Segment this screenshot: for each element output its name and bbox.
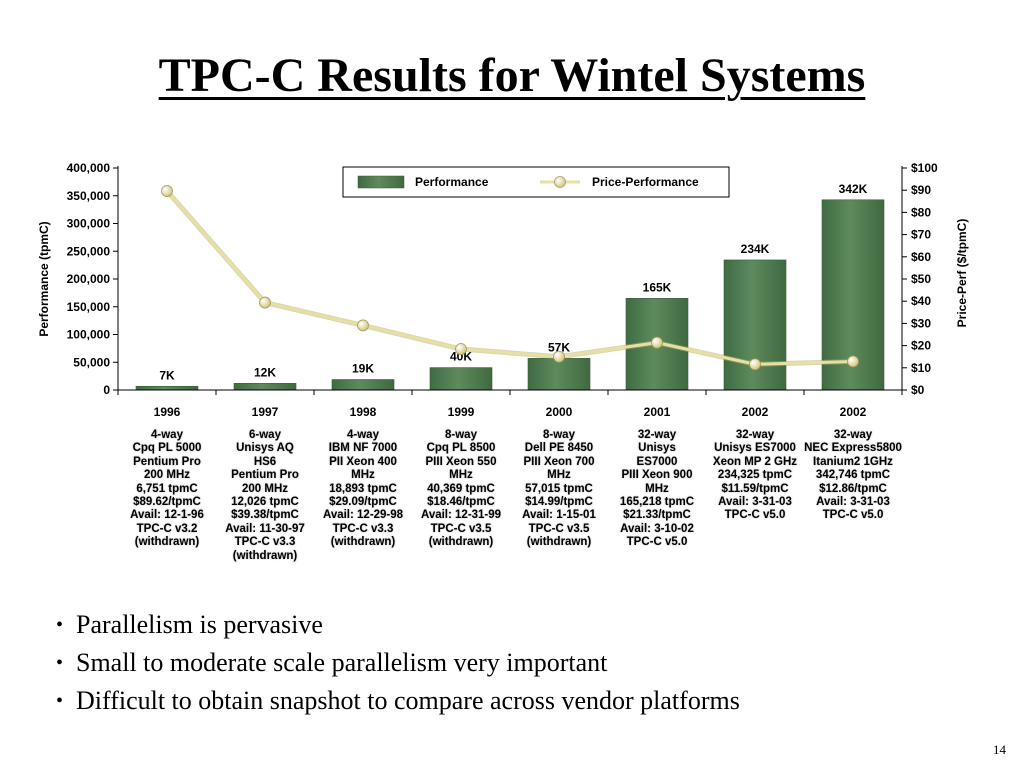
left-axis-tick-label: 200,000 [67, 272, 111, 286]
system-annotation: 8-way Cpq PL 8500 PIII Xeon 550 MHz 40,3… [420, 429, 502, 549]
left-axis-tick-label: 350,000 [67, 189, 111, 203]
right-axis-tick-label: $90 [911, 183, 931, 197]
system-annotation: 32-way Unisys ES7000 PIII Xeon 900 MHz 1… [619, 429, 695, 549]
price-performance-point [847, 355, 859, 368]
legend-label-price-performance: Price-Performance [592, 175, 699, 189]
left-axis-tick-label: 300,000 [67, 217, 111, 231]
legend-label-performance: Performance [415, 175, 489, 189]
bar-data-label: 40K [450, 350, 472, 364]
price-performance-point [749, 358, 761, 371]
price-performance-point [651, 336, 663, 349]
performance-bar [135, 385, 199, 391]
price-performance-point [553, 350, 565, 363]
right-axis-tick-label: $60 [911, 250, 931, 264]
bar-data-label: 57K [548, 340, 570, 354]
x-axis-tick-label: 1997 [252, 405, 279, 419]
system-annotation: 8-way Dell PE 8450 PIII Xeon 700 MHz 57,… [522, 429, 596, 549]
bar-data-label: 342K [839, 182, 868, 196]
performance-bar [331, 379, 395, 391]
x-axis-tick-label: 1998 [350, 405, 377, 419]
price-performance-point [259, 296, 271, 309]
right-axis-tick-label: $70 [911, 228, 931, 242]
x-axis-tick-label: 1999 [448, 405, 475, 419]
right-axis-tick-label: $40 [911, 294, 931, 308]
page-number: 14 [993, 742, 1006, 757]
left-axis-tick-label: 50,000 [73, 355, 110, 369]
bullet-list: Parallelism is pervasive Small to modera… [56, 606, 740, 720]
price-performance-point [357, 319, 369, 332]
right-axis-tick-label: $10 [911, 361, 931, 375]
bar-data-label: 12K [254, 365, 276, 379]
bullet-item: Difficult to obtain snapshot to compare … [56, 682, 740, 720]
y-axis-title: Performance (tpmC) [37, 221, 51, 336]
legend-marker-swatch [554, 176, 566, 188]
price-performance-point [455, 343, 467, 355]
left-axis-tick-label: 400,000 [67, 161, 111, 175]
system-annotation: 4-way Cpq PL 5000 Pentium Pro 200 MHz 6,… [130, 429, 204, 549]
y2-axis-title: Price-Perf ($/tpmC) [955, 219, 969, 328]
right-axis-tick-label: $30 [911, 316, 931, 330]
performance-bar [527, 358, 591, 391]
performance-bar [233, 383, 297, 391]
bullet-item: Parallelism is pervasive [56, 606, 740, 644]
performance-bar [429, 367, 493, 391]
x-axis-tick-label: 2002 [840, 405, 867, 419]
right-axis-tick-label: $80 [911, 205, 931, 219]
system-annotation: 6-way Unisys AQ HS6 Pentium Pro 200 MHz … [225, 429, 305, 562]
system-annotation: 32-way Unisys ES7000 Xeon MP 2 GHz 234,3… [712, 429, 798, 522]
tpcc-chart: 7K 12K 19K 40K 57K 165K 234K 342K 400,000 350,00… [37, 161, 969, 419]
system-annotation: 32-way NEC Express5800 Itanium2 1GHz 342… [804, 429, 902, 522]
bar-data-label: 19K [352, 362, 374, 376]
right-axis-tick-label: $100 [911, 161, 938, 175]
slide-title: TPC-C Results for Wintel Systems [158, 49, 866, 102]
left-axis-tick-label: 100,000 [67, 328, 111, 342]
bar-data-label: 7K [159, 368, 175, 382]
bar-data-label: 234K [741, 242, 770, 256]
left-axis-tick-label: 250,000 [67, 244, 111, 258]
bullet-item: Small to moderate scale parallelism very… [56, 644, 740, 682]
system-annotation: 4-way IBM NF 7000 PII Xeon 400 MHz 18,89… [322, 429, 404, 549]
legend-bar-swatch [357, 175, 405, 189]
performance-bar [723, 259, 787, 391]
x-axis-tick-label: 2001 [644, 405, 671, 419]
x-axis-tick-label: 1996 [154, 405, 181, 419]
price-performance-point [161, 185, 173, 197]
left-axis-tick-label: 0 [103, 383, 110, 397]
x-axis-tick-label: 2000 [546, 405, 573, 419]
left-axis-tick-label: 150,000 [67, 300, 111, 314]
right-axis-tick-label: $0 [911, 383, 925, 397]
legend-box [342, 166, 730, 198]
x-axis-tick-label: 2002 [742, 405, 769, 419]
right-axis-tick-label: $20 [911, 339, 931, 353]
price-performance-line [165, 190, 854, 366]
right-axis-tick-label: $50 [911, 272, 931, 286]
bar-data-label: 165K [643, 280, 672, 294]
